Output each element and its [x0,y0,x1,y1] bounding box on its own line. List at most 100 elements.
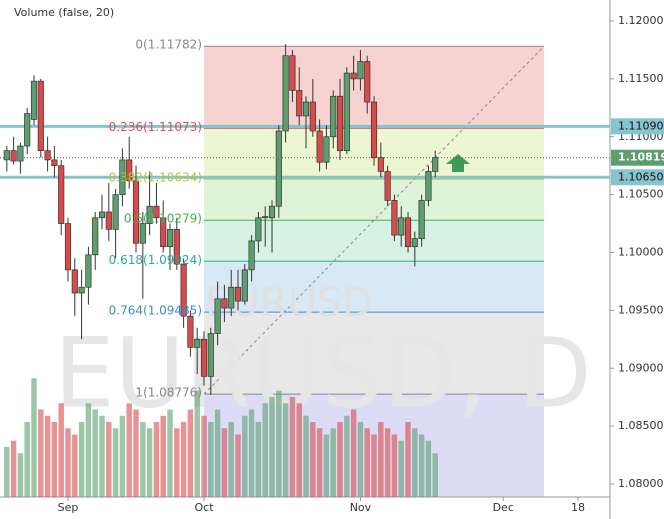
volume-bar [133,409,139,497]
candle-body [221,298,228,309]
candle-body [146,205,153,224]
candle-body [214,298,221,334]
x-tick-label: Nov [350,501,372,514]
y-tick-label: 1.08500 [618,419,664,432]
volume-bar [269,397,275,497]
candle-body [187,315,194,348]
candle-body [404,217,412,248]
volume-bar [235,434,241,497]
fib-label: 0.236(1.11073) [109,120,202,134]
candle-body [37,80,44,151]
candle-body [316,130,323,163]
volume-bar [72,434,78,497]
candle-body [119,159,126,195]
volume-bar [153,422,160,497]
fib-label: 0.382(1.10634) [109,171,202,185]
candle-body [268,205,276,219]
candle-body [248,240,255,271]
volume-bar [432,453,438,497]
volume-bar [303,415,309,497]
y-tick-label: 1.09000 [618,361,664,374]
candle-body [24,113,31,147]
candle-body [357,61,364,80]
candle-body [384,171,391,201]
candle-body [432,157,439,172]
volume-bar [126,403,132,497]
volume-bar [262,403,268,497]
volume-bar [44,415,51,497]
fib-zone [204,220,545,262]
volume-bar [92,409,98,497]
volume-bar [99,415,105,497]
candle-body [289,55,296,91]
volume-bar [310,422,316,497]
candle-body [350,72,357,80]
candle-body [3,150,10,161]
volume-bar [276,390,282,497]
volume-bar [201,415,207,497]
volume-bar [51,422,58,497]
y-tick-label: 1.11500 [618,72,664,85]
volume-bar [112,428,119,497]
candle-body [44,150,51,161]
candle-body [17,145,24,162]
volume-bar [24,422,30,497]
fib-label: 0(1.11782) [135,38,202,52]
candle-body [234,286,242,302]
fib-label: 0.764(1.09485) [109,304,202,318]
y-tick-label: 1.12000 [618,14,664,27]
volume-bar [282,403,289,497]
volume-bar [214,409,221,497]
candle-body [132,180,140,244]
candle-body [200,338,208,377]
candle-body [309,101,316,132]
candle-body [64,223,72,271]
candle-body [255,217,262,242]
y-tick-label: 1.10000 [618,246,664,259]
level-tag [611,118,664,135]
candle-body [173,229,180,265]
candle-body [207,333,214,377]
x-tick-label: Oct [194,501,214,514]
volume-bar [106,422,112,497]
volume-bar [228,422,234,497]
x-tick-label: Sep [58,501,79,514]
volume-bar [194,390,200,497]
candle-body [105,211,112,230]
level-tag-label: 1.11090 [618,119,664,132]
candle-body [425,171,432,201]
volume-bar [167,409,173,497]
candle-body [323,136,330,163]
volume-bar [412,428,418,497]
volume-bar [187,409,194,497]
candle-body [71,269,78,294]
volume-bar [248,409,255,497]
volume-bar [174,428,180,497]
candle-body [370,101,378,158]
current-price-tag [611,149,664,166]
current-price-label: 1.10819 [618,151,664,164]
x-tick-label: 18 [571,501,585,514]
volume-bar [384,428,391,497]
volume-bar [180,422,187,497]
candle-body [391,200,398,236]
candle-body [126,159,133,182]
candle-body [282,55,289,132]
volume-bar [289,397,296,497]
candle-body [398,217,405,236]
y-tick-label: 1.10500 [618,188,664,201]
volume-bar [364,428,370,497]
candle-body [92,217,99,256]
fib-zone [204,179,545,221]
volume-bar [330,428,336,497]
volume-bar [316,428,323,497]
candle-body [411,238,418,248]
candle-body [418,200,425,239]
volume-bar [65,428,71,497]
candle-body [241,269,248,302]
watermark: EURUSD, D [54,317,592,429]
volume-bar [255,422,262,497]
candle-body [30,80,38,120]
volume-bar [296,403,302,497]
y-tick-label: 1.09500 [618,303,664,316]
